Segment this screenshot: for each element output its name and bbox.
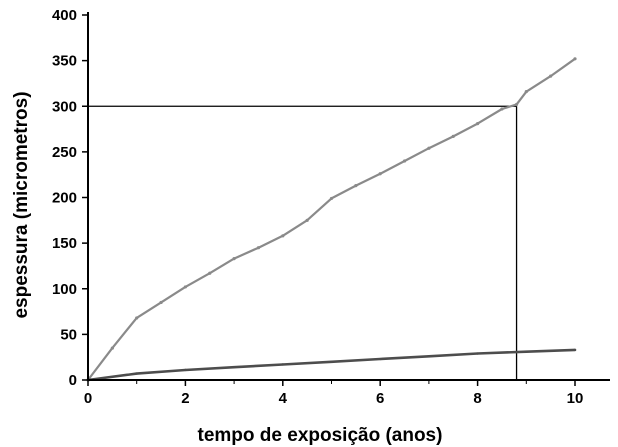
data-point [573,57,577,61]
data-point [305,218,309,222]
data-point [427,146,431,150]
data-point [183,285,187,289]
data-point [135,372,138,375]
data-point [281,363,284,366]
y-axis-ticks: 0 50 100 150 200 250 300 350 400 [52,7,88,389]
y-axis-title: espessura (micrometros) [11,91,32,318]
x-axis-title: tempo de exposição (anos) [198,425,443,446]
data-point [256,246,261,250]
data-point [208,271,212,275]
data-point [427,355,431,358]
data-point [329,196,334,201]
y-tick-label: 300 [52,98,77,115]
data-point [184,368,187,372]
data-point [476,352,479,355]
data-point [378,172,382,176]
data-point [110,346,114,350]
data-point [159,300,163,305]
data-point [525,350,528,353]
y-tick-label: 200 [52,190,77,207]
data-point [573,348,577,352]
y-tick-label: 0 [69,372,77,389]
data-point [514,102,519,107]
x-tick-label: 4 [279,390,288,407]
data-point [330,360,333,363]
y-tick-label: 400 [52,7,77,24]
series-line-1 [86,57,577,382]
x-tick-label: 2 [181,390,189,407]
data-point [135,316,139,320]
axes [87,12,610,381]
data-point [549,74,553,78]
y-tick-label: 250 [52,144,77,161]
data-point [281,234,285,238]
plot-area [86,57,577,382]
data-point [524,90,528,94]
data-point [379,357,382,361]
y-tick-label: 350 [52,53,77,70]
y-tick-label: 150 [52,235,77,252]
x-tick-label: 8 [473,390,481,407]
y-tick-label: 50 [60,326,77,343]
x-tick-label: 0 [84,390,92,407]
data-point [451,134,455,138]
y-tick-label: 100 [52,281,77,298]
x-tick-label: 6 [376,390,384,407]
data-point [354,184,358,188]
data-point [476,121,480,126]
data-point [500,107,504,111]
data-point [232,366,236,369]
x-tick-label: 10 [567,390,584,407]
x-axis-ticks: 0 2 4 6 8 10 [84,380,584,407]
data-point [402,159,407,163]
series-line-2 [86,348,577,382]
data-point [232,257,236,261]
